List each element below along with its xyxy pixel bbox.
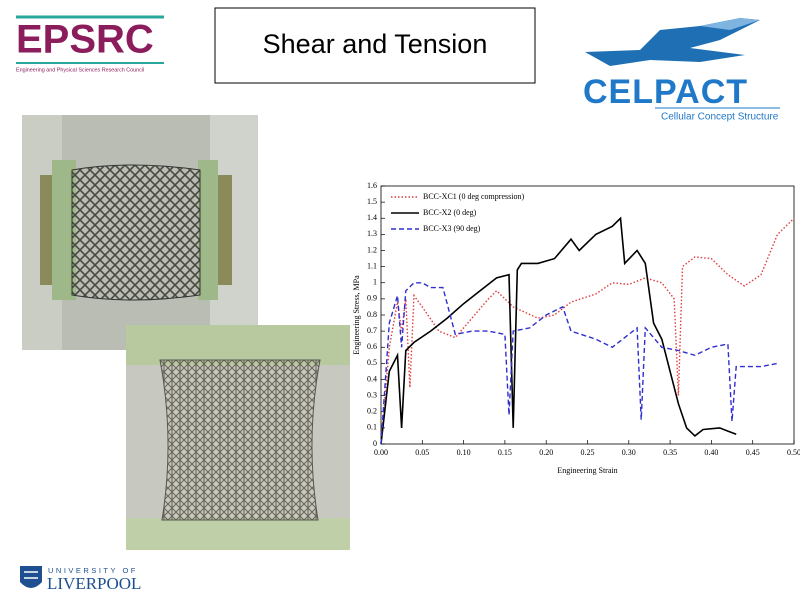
x-tick-label: 0.00 [374,448,388,457]
funder-logo: EPSRC Engineering and Physical Sciences … [16,15,164,73]
y-tick-label: 0.6 [367,342,377,351]
legend-label: BCC-X3 (90 deg) [423,224,481,233]
x-tick-label: 0.30 [622,448,636,457]
legend-label: BCC-XC1 (0 deg compression) [423,192,524,201]
photo-shear [22,115,258,350]
photo-tension [126,325,350,550]
x-tick-label: 0.10 [457,448,471,457]
y-tick-label: 0.1 [367,423,377,432]
y-tick-label: 1.6 [367,181,377,190]
y-tick-label: 0.5 [367,358,377,367]
y-tick-label: 1.5 [367,197,377,206]
project-subtitle: Cellular Concept Structure [661,112,779,123]
chart-area [352,170,800,492]
legend-label: BCC-X2 (0 deg) [423,208,477,217]
series-line [380,282,778,445]
y-tick-label: 0.9 [367,294,377,303]
funder-subtitle: Engineering and Physical Sciences Resear… [16,67,144,73]
university-top: UNIVERSITY OF [48,566,138,575]
y-tick-label: 1.1 [367,261,377,270]
university-logo: UNIVERSITY OF LIVERPOOL [20,566,141,593]
y-tick-label: 0 [373,439,377,448]
y-tick-label: 0.7 [367,326,377,335]
x-tick-label: 0.40 [704,448,718,457]
y-tick-label: 1 [373,278,377,287]
x-tick-label: 0.25 [581,448,595,457]
y-tick-label: 0.8 [367,310,377,319]
chart: 0 0.1 0.2 0.3 0.4 0.5 0.6 0.7 0.8 0.9 1 1.1 1.2 1.3 1.… [352,181,800,475]
y-tick-label: 1.3 [367,229,377,238]
x-tick-label: 0.15 [498,448,512,457]
series-line [380,217,795,445]
y-tick-label: 0.4 [367,374,377,383]
x-tick-label: 0.20 [539,448,553,457]
x-axis-label: Engineering Strain [557,466,617,475]
funder-name: EPSRC [16,18,154,62]
x-tick-label: 0.05 [415,448,429,457]
project-name: CELPACT [583,73,748,111]
x-tick-label: 0.50 [787,448,800,457]
x-tick-label: 0.35 [663,448,677,457]
series-line [380,216,737,445]
y-tick-label: 0.3 [367,390,377,399]
y-tick-label: 1.4 [367,213,377,222]
y-axis-label: Engineering Stress, MPa [352,275,361,355]
y-tick-label: 0.2 [367,407,377,416]
project-logo: CELPACT Cellular Concept Structure [583,18,780,123]
y-tick-label: 1.2 [367,245,377,254]
x-tick-label: 0.45 [746,448,760,457]
university-name: LIVERPOOL [47,574,141,593]
title-box [214,7,536,84]
slide-title: Shear and Tension [263,29,488,59]
